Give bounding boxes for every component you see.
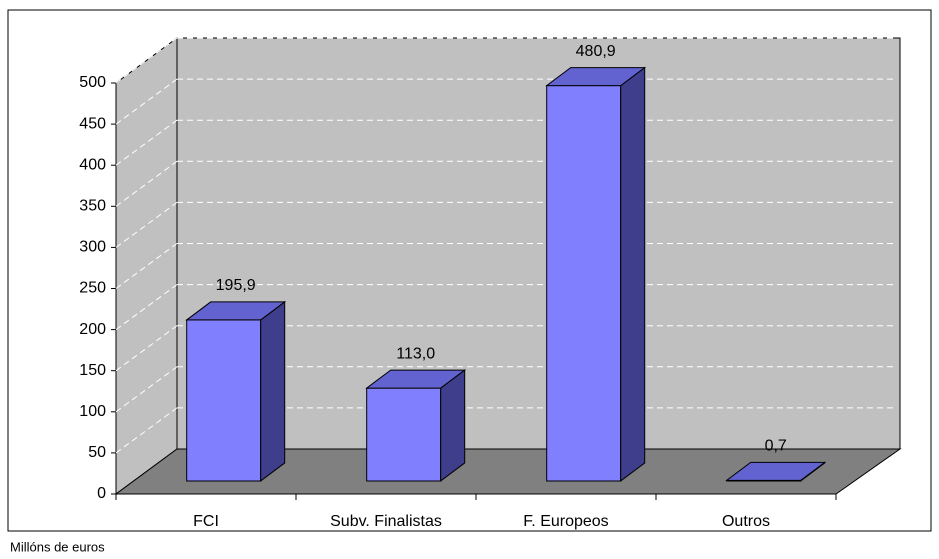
y-tick-label: 450 — [79, 115, 106, 132]
y-tick-label: 500 — [79, 74, 106, 91]
y-tick-label: 100 — [79, 403, 106, 420]
bar-side — [440, 369, 466, 482]
data-label: 480,9 — [576, 43, 616, 60]
y-tick-label: 50 — [88, 444, 106, 461]
grid-line — [115, 160, 178, 207]
data-label: 113,0 — [396, 345, 435, 362]
bar-front — [546, 85, 622, 482]
data-label: 0,7 — [765, 438, 787, 455]
grid-line — [115, 78, 178, 125]
y-tick-label: 250 — [79, 280, 106, 297]
note: Millóns de euros — [10, 539, 105, 554]
bar — [545, 66, 647, 482]
x-tick-label: FCI — [193, 513, 219, 530]
bar-front — [366, 387, 442, 482]
y-tick-label: 300 — [79, 239, 106, 256]
bar-top — [725, 461, 827, 481]
bar-top — [365, 369, 467, 389]
y-tick-label: 150 — [79, 362, 106, 379]
bar-front — [186, 319, 262, 482]
y-tick-label: 0 — [97, 485, 106, 502]
side-wall — [115, 37, 178, 495]
bar-top — [545, 67, 647, 87]
x-tick-label: Outros — [722, 513, 770, 530]
bar — [365, 369, 467, 482]
grid-line — [115, 407, 178, 454]
y-tick-label: 400 — [79, 156, 106, 173]
grid-line — [115, 284, 178, 331]
bar-side — [260, 300, 286, 482]
y-tick-label: 200 — [79, 321, 106, 338]
bar — [185, 300, 287, 482]
grid-line — [115, 243, 178, 289]
bar-top — [185, 301, 287, 321]
grid-line — [115, 37, 178, 84]
y-tick-label: 350 — [79, 198, 106, 215]
grid-line — [115, 201, 178, 248]
bar — [725, 461, 827, 482]
grid-line — [115, 119, 178, 166]
grid-line — [115, 366, 178, 413]
bar-side — [620, 66, 646, 482]
data-label: 195,9 — [216, 277, 256, 294]
x-tick-label: Subv. Finalistas — [330, 513, 442, 530]
x-tick-label: F. Europeos — [523, 513, 608, 530]
grid-line — [115, 325, 178, 372]
